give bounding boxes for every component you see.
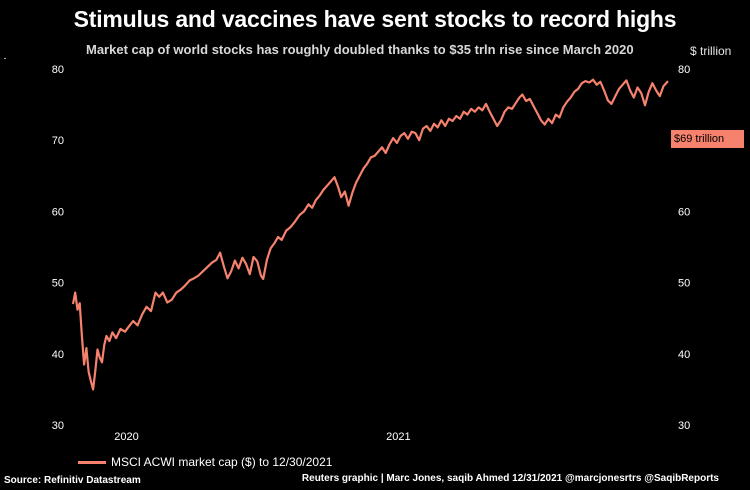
legend: MSCI ACWI market cap ($) to 12/30/2021 bbox=[78, 455, 332, 469]
y-tick-left-30: 30 bbox=[52, 420, 64, 432]
y-tick-left-70: 70 bbox=[52, 135, 64, 147]
y-axis-left: 30 40 50 60 70 80 bbox=[52, 64, 64, 432]
y-tick-right-60: 60 bbox=[678, 206, 690, 218]
y-tick-right-80: 80 bbox=[678, 64, 690, 76]
y-tick-right-50: 50 bbox=[678, 278, 690, 290]
legend-label: MSCI ACWI market cap ($) to 12/30/2021 bbox=[111, 455, 333, 469]
source-note: Source: Refinitiv Datastream bbox=[4, 475, 141, 486]
x-tick-2021: 2021 bbox=[386, 431, 410, 443]
corner-mark bbox=[4, 58, 6, 59]
y-tick-right-40: 40 bbox=[678, 349, 690, 361]
x-axis: 2020 2021 bbox=[114, 431, 410, 443]
legend-swatch bbox=[78, 460, 106, 464]
y-tick-left-40: 40 bbox=[52, 349, 64, 361]
y-tick-right-30: 30 bbox=[678, 420, 690, 432]
y-tick-left-80: 80 bbox=[52, 64, 64, 76]
y-tick-left-50: 50 bbox=[52, 278, 64, 290]
end-value-label: $69 trillion bbox=[671, 130, 744, 148]
series-line bbox=[71, 78, 669, 391]
chart-subtitle: Market cap of world stocks has roughly d… bbox=[86, 42, 634, 57]
credit-note: Reuters graphic | Marc Jones, saqib Ahme… bbox=[301, 473, 719, 484]
x-tick-2020: 2020 bbox=[114, 431, 138, 443]
y-tick-left-60: 60 bbox=[52, 206, 64, 218]
chart-title: Stimulus and vaccines have sent stocks t… bbox=[73, 6, 677, 32]
unit-label: $ trillion bbox=[690, 44, 732, 58]
